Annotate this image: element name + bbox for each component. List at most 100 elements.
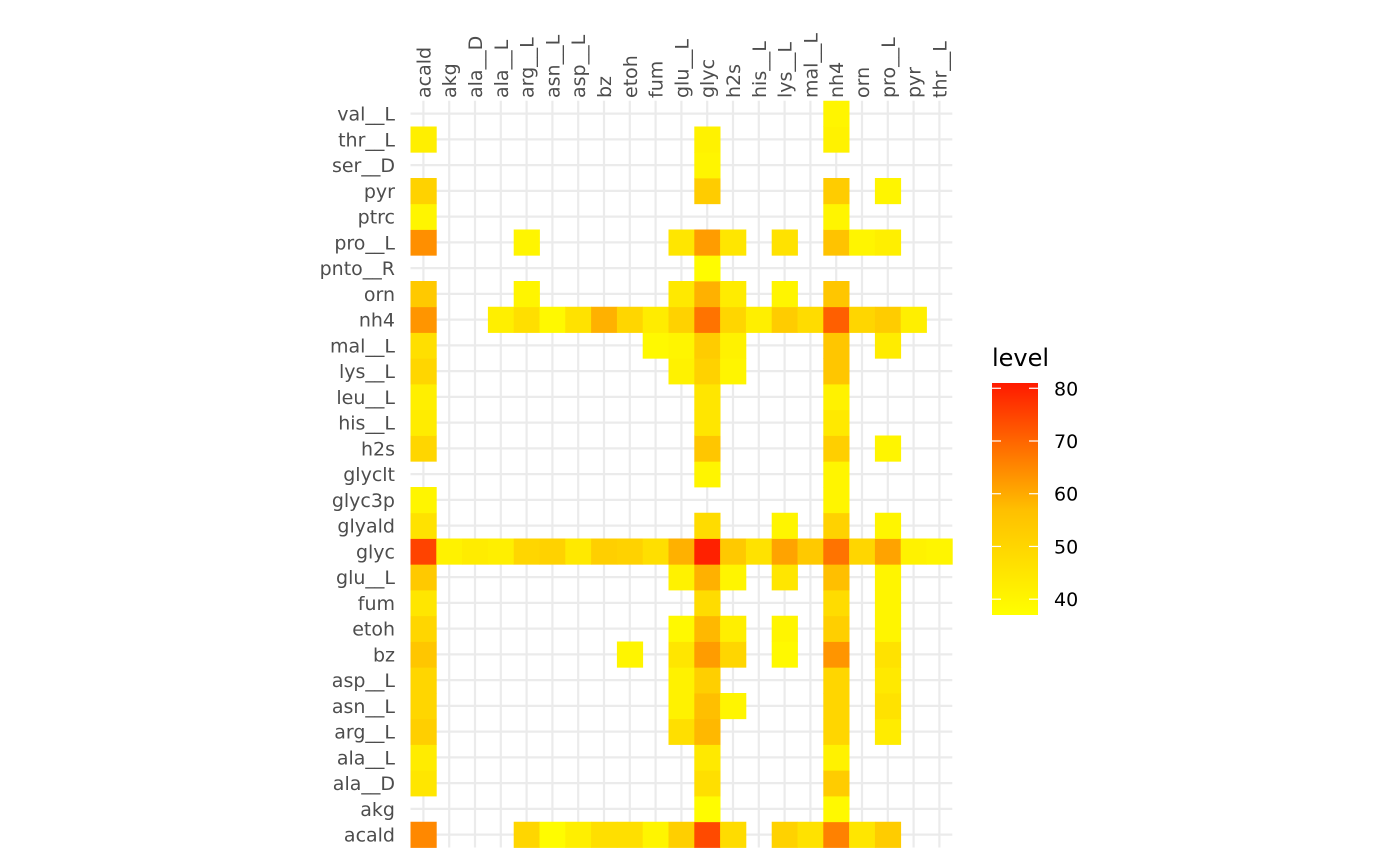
heatmap-cell-pro__L-glyald [874,512,902,539]
y-tick-label: lys__L [339,361,395,383]
heatmap-cell-glu__L-mal__L [668,332,695,359]
heatmap-cell-fum-acald [642,821,669,848]
heatmap-cell-asn__L-nh4 [539,306,566,333]
y-tick-label: pyr [364,181,395,203]
heatmap-cell-mal__L-nh4 [797,306,824,333]
heatmap-cell-acald-mal__L [410,332,437,359]
heatmap-cell-acald-glyc [410,538,437,565]
heatmap-cell-glyc-akg [694,796,721,823]
heatmap-cell-glu__L-asp__L [668,667,695,694]
heatmap-cell-his__L-nh4 [745,306,773,333]
x-tick-label: pro__L [878,37,900,98]
y-axis-tick-labels: acald akg ala__D ala__L arg__L asn__L asp__L bz… [320,104,396,847]
heatmap-cell-acald-nh4 [410,306,437,333]
heatmap-cell-acald-asp__L [410,667,437,694]
legend-title: level [992,344,1049,372]
heatmap-cell-pyr-nh4 [900,306,927,333]
heatmap-cell-glyc-pnto__R [694,255,721,282]
heatmap-cell-acald-pro__L [410,229,437,256]
y-tick-label: ala__L [337,747,396,769]
heatmap-cell-glyc-fum [694,590,721,617]
heatmap-cell-glyc-pyr [694,178,721,205]
heatmap-cell-etoh-glyc [616,538,644,565]
heatmap-cell-nh4-arg__L [823,718,850,745]
heatmap-cell-glyc-leu__L [694,384,721,411]
heatmap-cell-nh4-bz [823,641,850,668]
heatmap-cell-nh4-his__L [823,409,850,436]
heatmap-cell-nh4-pro__L [823,229,850,256]
heatmap-cell-pro__L-pyr [874,178,902,205]
heatmap-cell-glu__L-asn__L [668,693,695,720]
heatmap-cell-acald-h2s [410,435,437,462]
heatmap-cell-h2s-bz [720,641,747,668]
y-tick-label: asp__L [332,670,396,692]
x-tick-label: arg__L [517,37,539,98]
heatmap-cell-lys__L-orn [771,281,798,308]
heatmap-cell-lys__L-glyc [771,538,798,565]
x-tick-label: asn__L [542,34,564,98]
x-tick-label: orn [852,67,874,98]
heatmap-cell-glyc-asp__L [694,667,721,694]
x-tick-label: mal__L [800,33,822,98]
heatmap-cell-glyc-h2s [694,435,721,462]
heatmap-cell-arg__L-pro__L [513,229,540,256]
heatmap-cell-acald-bz [410,641,437,668]
x-tick-label: pyr [904,67,926,98]
heatmap-cell-glu__L-glu__L [668,564,695,591]
x-tick-label: akg [439,63,461,98]
heatmap-cell-fum-nh4 [642,306,669,333]
y-tick-label: fum [358,593,395,615]
heatmap-cell-acald-lys__L [410,358,437,385]
y-tick-label: leu__L [336,387,395,409]
heatmap-cell-acald-glyc3p [410,487,437,514]
grid-lines [410,100,953,848]
heatmap-cell-glyc-nh4 [694,306,721,333]
heatmap-cell-glu__L-orn [668,281,695,308]
heatmap-cell-pyr-glyc [900,538,927,565]
y-tick-label: pnto__R [320,258,395,280]
heatmap-cell-pro__L-h2s [874,435,902,462]
color-legend: level 40 50 60 70 80 [992,344,1078,615]
heatmap-cell-lys__L-etoh [771,615,798,642]
heatmap-cell-nh4-h2s [823,435,850,462]
y-tick-label: glyc [356,541,395,563]
heatmap-cell-acald-his__L [410,409,437,436]
heatmap-cell-acald-acald [410,821,437,848]
heatmap-cell-nh4-akg [823,796,850,823]
heatmap-cell-glu__L-bz [668,641,695,668]
heatmap-cell-pro__L-pro__L [874,229,902,256]
heatmap-cell-ala__D-glyc [462,538,489,565]
y-tick-label: glyald [337,516,395,538]
x-tick-label: fum [646,61,668,98]
heatmap-cell-ala__L-nh4 [487,306,515,333]
heatmap-cell-asp__L-acald [565,821,592,848]
heatmap-cell-acald-orn [410,281,437,308]
heatmap-cell-glu__L-arg__L [668,718,695,745]
heatmap-cell-lys__L-acald [771,821,798,848]
heatmap-cell-nh4-leu__L [823,384,850,411]
heatmap-cell-glyc-glyclt [694,461,721,488]
heatmap-cell-acald-fum [410,590,437,617]
heatmap-cell-h2s-mal__L [720,332,747,359]
x-tick-label: etoh [620,55,642,98]
y-tick-label: glyclt [343,464,395,486]
heatmap-cell-arg__L-glyc [513,538,540,565]
heatmap-cell-acald-thr__L [410,126,437,153]
heatmap-cell-pro__L-asp__L [874,667,902,694]
heatmap-cell-pro__L-arg__L [874,718,902,745]
y-tick-label: asn__L [332,696,396,718]
heatmap-cell-pro__L-asn__L [874,693,902,720]
heatmap-cell-glyc-arg__L [694,718,721,745]
y-tick-label: h2s [361,438,395,460]
heatmap-cell-orn-pro__L [849,229,876,256]
heatmap-cell-glyc-his__L [694,409,721,436]
y-tick-label: pro__L [334,232,395,254]
heatmap-cell-his__L-glyc [745,538,773,565]
heatmap-cell-bz-nh4 [591,306,618,333]
heatmap-cell-asn__L-glyc [539,538,566,565]
heatmap-cell-glyc-glu__L [694,564,721,591]
heatmap-cell-arg__L-orn [513,281,540,308]
heatmap-cell-nh4-pyr [823,178,850,205]
legend-tick-label: 40 [1054,589,1078,611]
legend-ticks: 40 50 60 70 80 [992,378,1078,611]
